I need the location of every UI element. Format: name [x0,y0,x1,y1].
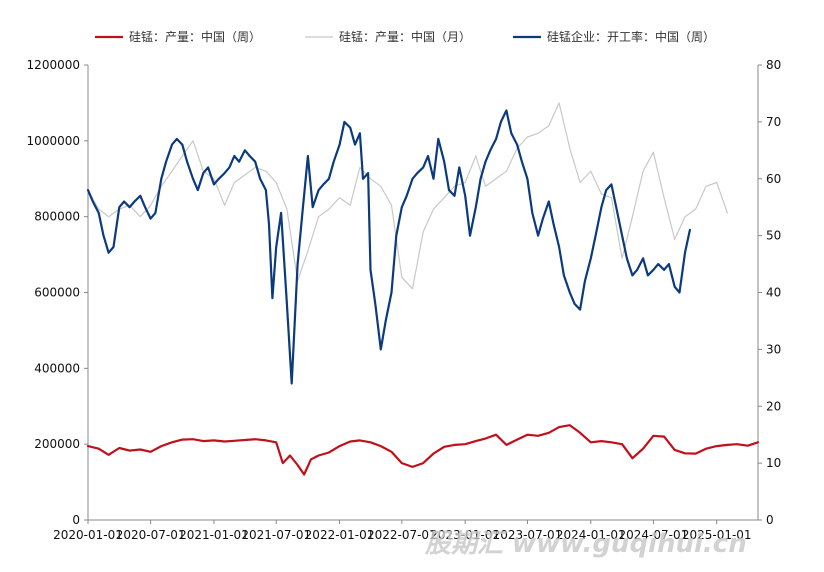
series-line-0 [86,424,760,476]
right-tick-label: 80 [766,58,781,72]
left-tick-label: 600000 [34,286,80,300]
x-tick-label: 2025-01-01 [682,528,752,542]
x-tick-label: 2022-07-01 [367,528,437,542]
legend-label-1: 硅锰：产量：中国（月） [339,29,471,44]
right-tick-label: 60 [766,172,781,186]
x-tick-label: 2022-01-01 [305,528,375,542]
legend-label-0: 硅锰：产量：中国（周） [129,29,261,44]
x-tick-label: 2024-07-01 [619,528,689,542]
x-tick-label: 2023-01-01 [430,528,500,542]
series-line-2 [86,109,691,385]
left-tick-label: 800000 [34,210,80,224]
right-tick-label: 50 [766,229,781,243]
right-tick-label: 30 [766,342,781,356]
right-tick-label: 0 [766,513,774,527]
right-tick-label: 40 [766,286,781,300]
right-tick-label: 10 [766,456,781,470]
x-tick-label: 2021-01-01 [179,528,249,542]
x-tick-label: 2020-01-01 [53,528,123,542]
axes: 0 200000 400000 600000 800000 1000000 1200000 0… [27,58,782,542]
left-tick-label: 0 [72,513,80,527]
left-tick-label: 1000000 [27,134,80,148]
x-tick-label: 2021-07-01 [241,528,311,542]
left-tick-label: 400000 [34,361,80,375]
legend-label-2: 硅锰企业：开工率：中国（周） [547,29,715,44]
x-tick-label: 2023-07-01 [493,528,563,542]
left-tick-label: 200000 [34,437,80,451]
legend: 硅锰：产量：中国（周） 硅锰：产量：中国（月） 硅锰企业：开工率：中国（周） [95,29,715,44]
x-tick-label: 2020-07-01 [116,528,186,542]
series-layer [86,102,760,476]
series-line-1 [87,102,728,290]
x-tick-label: 2024-01-01 [556,528,626,542]
watermark: 股期汇 www.guqihui.cn [424,529,747,559]
left-tick-label: 1200000 [27,58,80,72]
right-tick-label: 20 [766,399,781,413]
right-tick-label: 70 [766,115,781,129]
